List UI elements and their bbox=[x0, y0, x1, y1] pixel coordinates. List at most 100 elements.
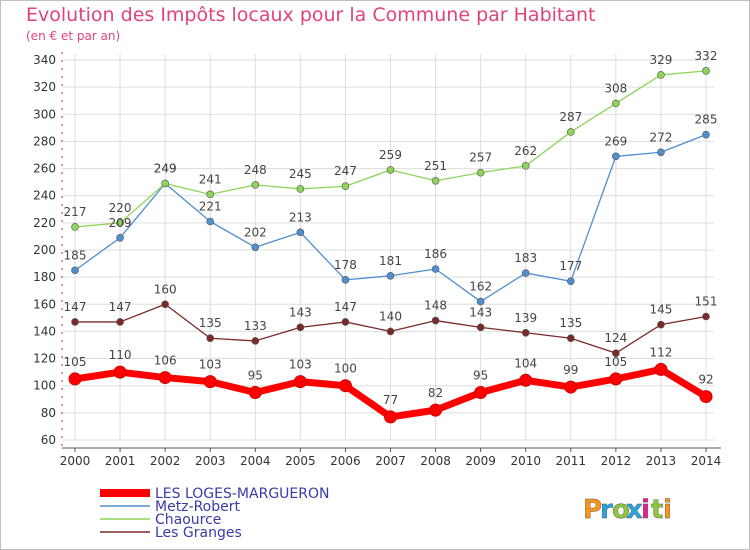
logo-letter-5: t bbox=[651, 495, 663, 525]
point-les-loges-margueron-2012 bbox=[609, 372, 623, 386]
point-les-granges-2006 bbox=[341, 318, 350, 326]
logo-letter-4: i bbox=[641, 495, 650, 525]
point-les-loges-margueron-2010 bbox=[519, 373, 533, 387]
point-les-loges-margueron-2008 bbox=[429, 403, 443, 417]
data-label-metz-robert-2003: 221 bbox=[199, 200, 222, 214]
data-label-chaource-2000: 217 bbox=[64, 205, 87, 219]
data-label-chaource-2014: 332 bbox=[695, 49, 718, 63]
point-les-granges-2002 bbox=[161, 300, 169, 309]
data-label-metz-robert-2002: 249 bbox=[154, 162, 177, 176]
logo-letter-0: P bbox=[583, 495, 602, 525]
point-les-loges-margueron-2013 bbox=[654, 362, 668, 376]
point-les-granges-2001 bbox=[116, 318, 124, 326]
y-tick-label-60: 60 bbox=[41, 433, 56, 447]
legend-label-3: Les Granges bbox=[155, 525, 242, 541]
y-tick-label-220: 220 bbox=[33, 216, 56, 230]
y-tick-label-200: 200 bbox=[33, 243, 56, 257]
data-label-les-loges-margueron-2003: 103 bbox=[199, 358, 222, 372]
data-label-chaource-2003: 241 bbox=[199, 172, 222, 186]
chart-title: Evolution des Impôts locaux pour la Comm… bbox=[26, 4, 596, 26]
data-label-metz-robert-2008: 186 bbox=[424, 247, 447, 261]
data-label-metz-robert-2013: 272 bbox=[649, 130, 672, 144]
point-metz-robert-2010 bbox=[521, 269, 530, 277]
point-les-loges-margueron-2011 bbox=[564, 380, 578, 394]
legend-label-1: Metz-Robert bbox=[155, 499, 241, 515]
logo-letter-6: i bbox=[663, 495, 672, 525]
data-label-les-granges-2003: 135 bbox=[199, 316, 222, 330]
y-tick-label-80: 80 bbox=[41, 406, 56, 420]
point-les-loges-margueron-2001 bbox=[113, 365, 127, 379]
data-label-les-granges-2000: 147 bbox=[64, 300, 87, 314]
x-tick-label-2010: 2010 bbox=[510, 454, 541, 468]
data-label-chaource-2009: 257 bbox=[469, 151, 492, 165]
y-tick-label-320: 320 bbox=[33, 80, 56, 94]
x-tick-label-2011: 2011 bbox=[556, 454, 587, 468]
point-metz-robert-2003 bbox=[206, 217, 215, 226]
data-label-les-loges-margueron-2001: 110 bbox=[109, 348, 132, 362]
point-les-loges-margueron-2005 bbox=[293, 375, 307, 389]
point-chaource-2010 bbox=[521, 162, 530, 170]
x-tick-label-2002: 2002 bbox=[150, 454, 181, 468]
point-les-loges-margueron-2000 bbox=[68, 372, 82, 386]
point-les-loges-margueron-2009 bbox=[474, 386, 488, 399]
point-metz-robert-2007 bbox=[386, 271, 395, 280]
point-metz-robert-2009 bbox=[476, 297, 485, 306]
point-les-granges-2003 bbox=[206, 334, 215, 343]
x-tick-label-2009: 2009 bbox=[465, 454, 496, 468]
y-tick-label-140: 140 bbox=[33, 324, 56, 338]
data-label-les-loges-margueron-2000: 105 bbox=[64, 355, 87, 369]
y-tick-label-180: 180 bbox=[33, 270, 56, 284]
point-les-loges-margueron-2004 bbox=[248, 386, 262, 399]
point-les-granges-2000 bbox=[71, 318, 79, 326]
y-tick-label-260: 260 bbox=[33, 162, 56, 176]
point-chaource-2008 bbox=[431, 176, 440, 185]
x-tick-label-2003: 2003 bbox=[195, 454, 226, 468]
data-label-metz-robert-2010: 183 bbox=[514, 251, 537, 265]
data-label-chaource-2011: 287 bbox=[559, 110, 582, 124]
data-label-les-loges-margueron-2002: 106 bbox=[154, 354, 177, 368]
point-chaource-2002 bbox=[161, 179, 169, 188]
x-tick-label-2000: 2000 bbox=[60, 454, 91, 468]
point-metz-robert-2008 bbox=[431, 265, 440, 273]
point-chaource-2014 bbox=[702, 67, 710, 75]
x-tick-label-2007: 2007 bbox=[375, 454, 406, 468]
data-label-metz-robert-2011: 177 bbox=[559, 259, 582, 273]
data-label-chaource-2001: 220 bbox=[109, 201, 132, 215]
point-metz-robert-2006 bbox=[341, 276, 350, 284]
data-labels: 147 147 160 135 133 143 147 140 148 143 139 135 124 1… bbox=[64, 49, 718, 407]
data-label-chaource-2005: 245 bbox=[289, 167, 312, 181]
y-tick-label-280: 280 bbox=[33, 134, 56, 148]
data-label-metz-robert-2012: 269 bbox=[604, 134, 627, 148]
data-label-chaource-2013: 329 bbox=[649, 53, 672, 67]
data-label-les-granges-2013: 145 bbox=[649, 303, 672, 317]
data-label-les-loges-margueron-2013: 112 bbox=[649, 345, 672, 359]
point-les-granges-2005 bbox=[296, 323, 305, 332]
data-label-les-loges-margueron-2008: 82 bbox=[428, 386, 443, 400]
logo-letter-3: x bbox=[626, 495, 643, 525]
point-chaource-2009 bbox=[476, 168, 485, 177]
axes: 60 80 100 120 140 160 180 200 220 240 260 280 300 320… bbox=[33, 52, 721, 468]
point-chaource-2013 bbox=[657, 71, 665, 79]
data-label-chaource-2010: 262 bbox=[514, 144, 537, 158]
data-label-les-granges-2008: 148 bbox=[424, 299, 447, 313]
data-label-metz-robert-2000: 185 bbox=[64, 248, 87, 262]
data-label-les-granges-2007: 140 bbox=[379, 309, 402, 323]
y-tick-label-240: 240 bbox=[33, 189, 56, 203]
data-label-les-granges-2009: 143 bbox=[469, 305, 492, 319]
data-label-les-granges-2012: 124 bbox=[604, 331, 627, 345]
point-metz-robert-2005 bbox=[296, 228, 305, 237]
legend-label-0: LES LOGES-MARGUERON bbox=[155, 486, 329, 502]
point-les-loges-margueron-2014 bbox=[699, 390, 713, 404]
point-metz-robert-2012 bbox=[612, 152, 620, 161]
point-les-loges-margueron-2002 bbox=[158, 371, 172, 385]
point-les-granges-2008 bbox=[431, 316, 440, 325]
proxiti-logo: Pr oxi t i bbox=[583, 495, 672, 525]
point-chaource-2006 bbox=[341, 182, 350, 191]
point-metz-robert-2004 bbox=[251, 243, 260, 252]
data-label-les-loges-margueron-2010: 104 bbox=[514, 356, 537, 370]
data-label-les-granges-2011: 135 bbox=[559, 316, 582, 330]
point-les-loges-margueron-2006 bbox=[338, 379, 352, 393]
data-label-chaource-2012: 308 bbox=[604, 81, 627, 95]
data-label-chaource-2002: 249 bbox=[154, 162, 177, 176]
data-label-les-granges-2001: 147 bbox=[109, 300, 132, 314]
